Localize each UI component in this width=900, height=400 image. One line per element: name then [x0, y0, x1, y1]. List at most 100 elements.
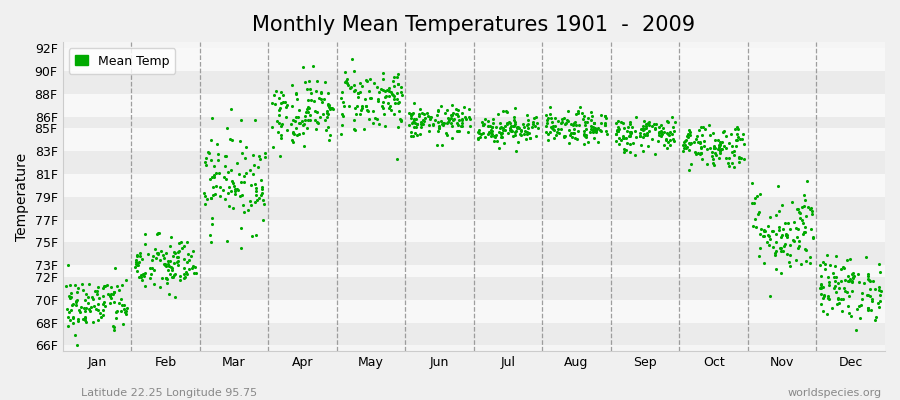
Point: [441, 118, 455, 125]
Point: [665, 130, 680, 137]
Point: [506, 122, 520, 129]
Point: [837, 285, 851, 291]
Point: [382, 92, 397, 99]
Point: [622, 132, 636, 139]
Point: [213, 184, 228, 191]
Point: [171, 254, 185, 260]
Point: [319, 78, 333, 85]
Point: [598, 113, 613, 119]
Point: [863, 278, 878, 284]
Point: [208, 191, 222, 198]
Point: [761, 222, 776, 229]
Point: [869, 314, 884, 320]
Point: [79, 319, 94, 325]
Point: [405, 120, 419, 126]
Point: [814, 281, 828, 287]
Point: [803, 254, 817, 261]
Point: [217, 196, 231, 202]
Point: [153, 257, 167, 264]
Point: [584, 117, 598, 124]
Point: [350, 102, 365, 109]
Point: [624, 129, 638, 135]
Point: [289, 124, 303, 131]
Point: [805, 211, 819, 218]
Point: [461, 129, 475, 135]
Point: [176, 256, 191, 262]
Point: [504, 128, 518, 134]
Point: [706, 130, 720, 136]
Point: [322, 102, 337, 109]
Point: [164, 264, 178, 270]
Point: [255, 186, 269, 192]
Point: [452, 128, 466, 134]
Point: [180, 238, 194, 245]
Point: [570, 136, 584, 142]
Point: [773, 245, 788, 251]
Point: [438, 130, 453, 136]
Point: [541, 115, 555, 121]
Point: [793, 215, 807, 221]
Point: [432, 125, 446, 132]
Point: [387, 74, 401, 80]
Point: [257, 150, 272, 156]
Point: [295, 130, 310, 136]
Point: [769, 266, 783, 272]
Point: [159, 274, 174, 281]
Point: [803, 206, 817, 212]
Point: [471, 136, 485, 142]
Point: [494, 134, 508, 140]
Point: [320, 111, 335, 117]
Bar: [62, 265, 885, 277]
Point: [783, 263, 797, 270]
Point: [430, 106, 445, 113]
Point: [321, 101, 336, 107]
Point: [837, 265, 851, 272]
Point: [295, 118, 310, 124]
Point: [458, 114, 473, 120]
Point: [861, 277, 876, 283]
Point: [59, 283, 74, 289]
Point: [621, 124, 635, 130]
Point: [850, 306, 864, 312]
Point: [484, 128, 499, 134]
Point: [806, 235, 820, 242]
Point: [84, 304, 98, 310]
Point: [844, 288, 859, 294]
Point: [732, 159, 746, 166]
Point: [301, 104, 315, 111]
Point: [874, 288, 888, 294]
Point: [639, 122, 653, 129]
Point: [278, 99, 293, 105]
Bar: [62, 322, 885, 346]
Point: [209, 169, 223, 176]
Point: [278, 114, 293, 120]
Point: [745, 180, 760, 186]
Bar: [62, 242, 885, 265]
Bar: [62, 151, 885, 174]
Bar: [62, 71, 885, 94]
Point: [852, 315, 867, 321]
Point: [623, 129, 637, 136]
Point: [557, 133, 572, 140]
Point: [838, 277, 852, 284]
Point: [484, 124, 499, 131]
Point: [290, 96, 304, 102]
Point: [161, 262, 176, 269]
Point: [639, 124, 653, 131]
Point: [689, 136, 704, 142]
Point: [872, 303, 886, 310]
Point: [821, 292, 835, 299]
Point: [713, 150, 727, 156]
Point: [504, 122, 518, 129]
Point: [96, 312, 111, 318]
Legend: Mean Temp: Mean Temp: [68, 48, 176, 74]
Point: [79, 304, 94, 311]
Point: [598, 115, 613, 121]
Point: [70, 297, 85, 304]
Point: [562, 126, 576, 133]
Point: [136, 271, 150, 277]
Point: [424, 114, 438, 120]
Point: [728, 126, 742, 132]
Point: [95, 285, 110, 291]
Point: [565, 130, 580, 136]
